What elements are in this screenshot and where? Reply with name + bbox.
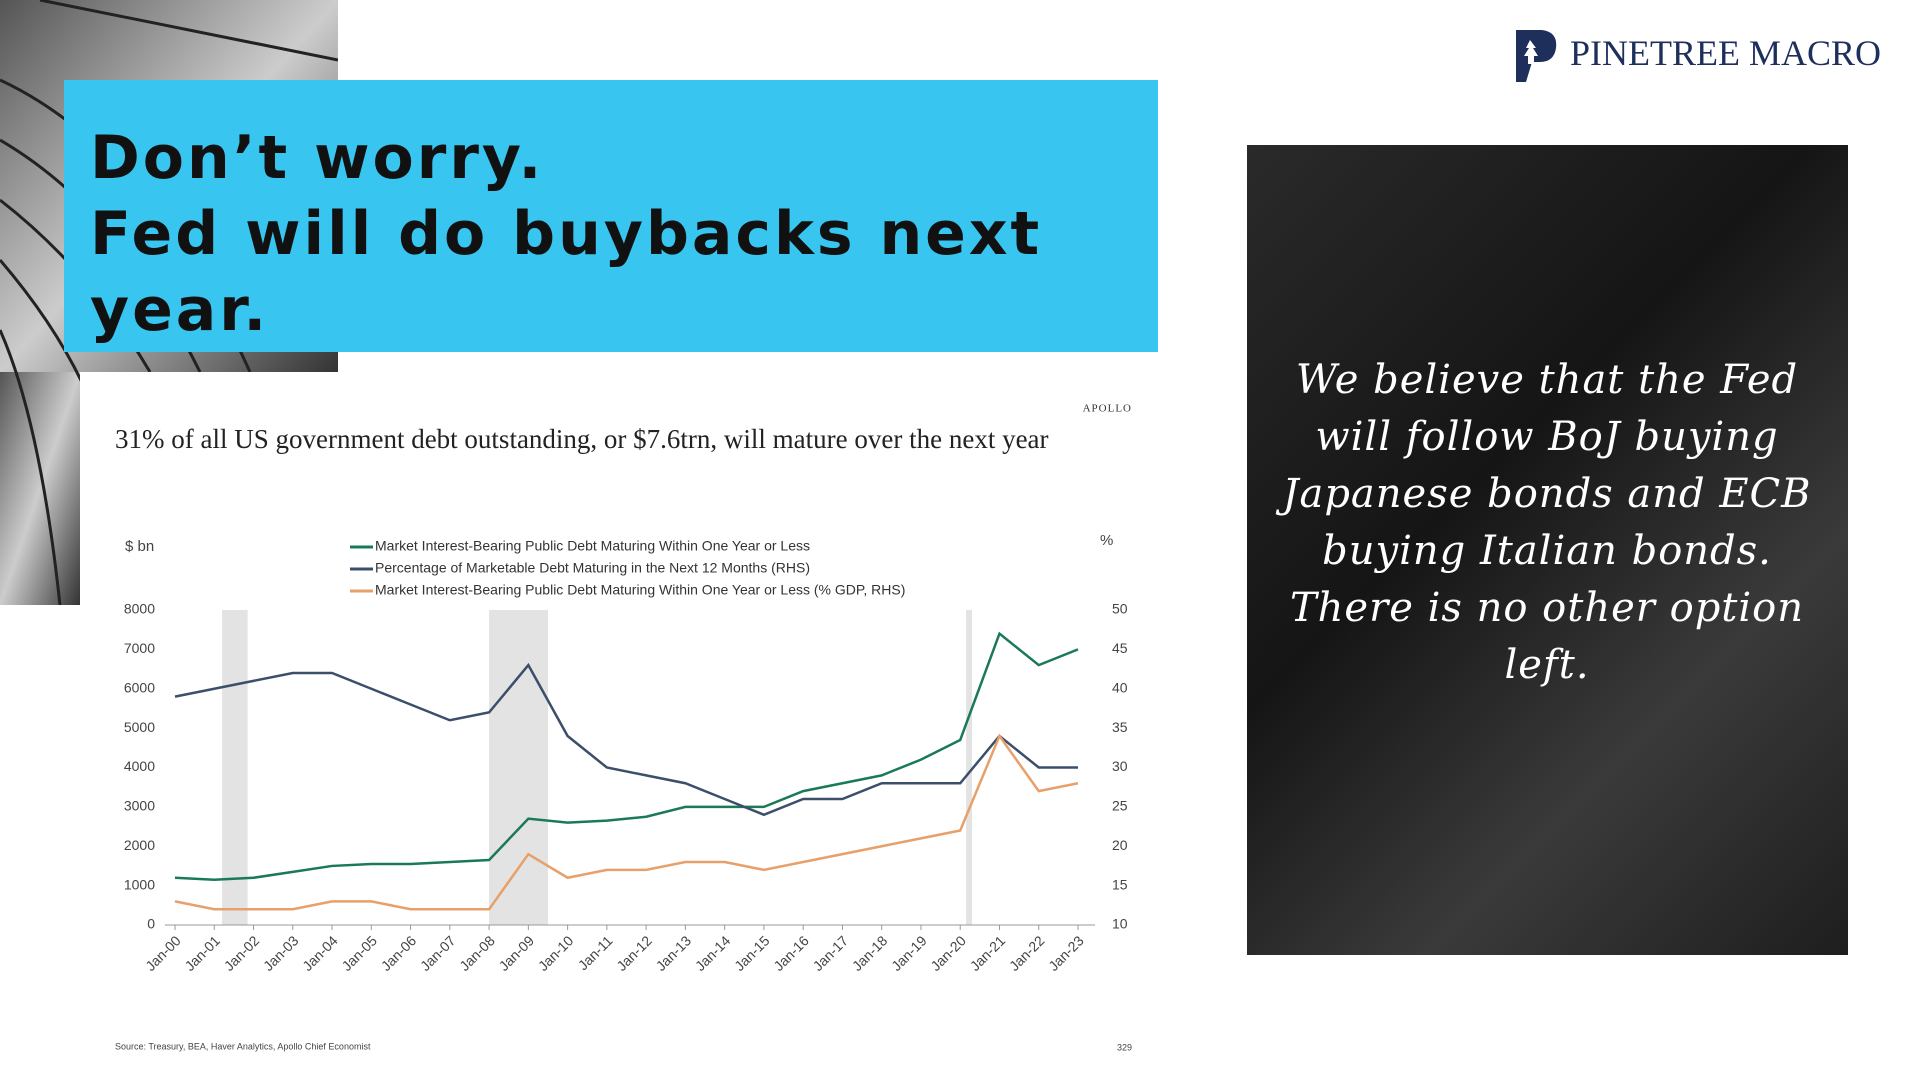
- chart-background: [80, 372, 1158, 1062]
- y-tick-label: 5000: [124, 719, 155, 735]
- slide-title: Don’t worry. Fed will do buybacks next y…: [64, 80, 1158, 352]
- series-line: [174, 662, 1078, 817]
- y2-tick-label: 20: [1112, 837, 1128, 853]
- logo-icon: [1516, 30, 1557, 82]
- y2-tick-label: 10: [1112, 916, 1128, 932]
- title-line: Fed will do buybacks next: [90, 199, 1043, 269]
- y2-tick-label: 45: [1112, 640, 1128, 656]
- series-line: [174, 733, 1079, 911]
- series-line: [174, 631, 1079, 881]
- y2-tick-label: 15: [1112, 876, 1128, 892]
- y-tick-label: 7000: [124, 640, 155, 656]
- y-tick-label: 1000: [124, 876, 155, 892]
- quote-panel: [1247, 145, 1848, 955]
- y2-tick-label: 25: [1112, 798, 1128, 814]
- y-tick-label: 6000: [124, 679, 155, 695]
- legend-label: Market Interest-Bearing Public Debt Matu…: [375, 582, 905, 598]
- legend-label: Percentage of Marketable Debt Maturing i…: [375, 560, 810, 576]
- quote-text: We believe that the Fed will follow BoJ …: [1282, 357, 1812, 688]
- recession-band: [222, 610, 248, 925]
- logo-text: PINETREE MACRO: [1570, 33, 1882, 73]
- y-axis-label: $ bn: [125, 538, 154, 555]
- brand: APOLLO: [1083, 403, 1132, 415]
- y2-tick-label: 35: [1112, 719, 1128, 735]
- y-tick-label: 3000: [124, 798, 155, 814]
- chart-title: 31% of all US government debt outstandin…: [115, 424, 1049, 454]
- y2-tick-label: 30: [1112, 758, 1128, 774]
- y2-tick-label: 40: [1112, 679, 1128, 695]
- page-number: 329: [1117, 1042, 1132, 1052]
- recession-band: [489, 610, 548, 925]
- y-tick-label: 4000: [124, 758, 155, 774]
- y-tick-label: 8000: [124, 601, 155, 617]
- y-tick-label: 2000: [124, 837, 155, 853]
- y-tick-label: 0: [147, 916, 155, 932]
- y2-axis-label: %: [1100, 532, 1113, 549]
- legend-label: Market Interest-Bearing Public Debt Matu…: [375, 538, 810, 554]
- source: Source: Treasury, BEA, Haver Analytics, …: [115, 1041, 371, 1051]
- y2-tick-label: 50: [1112, 601, 1128, 617]
- title-line: Don’t worry.: [90, 123, 545, 193]
- recession-band: [966, 610, 972, 925]
- title-line: year.: [90, 275, 270, 345]
